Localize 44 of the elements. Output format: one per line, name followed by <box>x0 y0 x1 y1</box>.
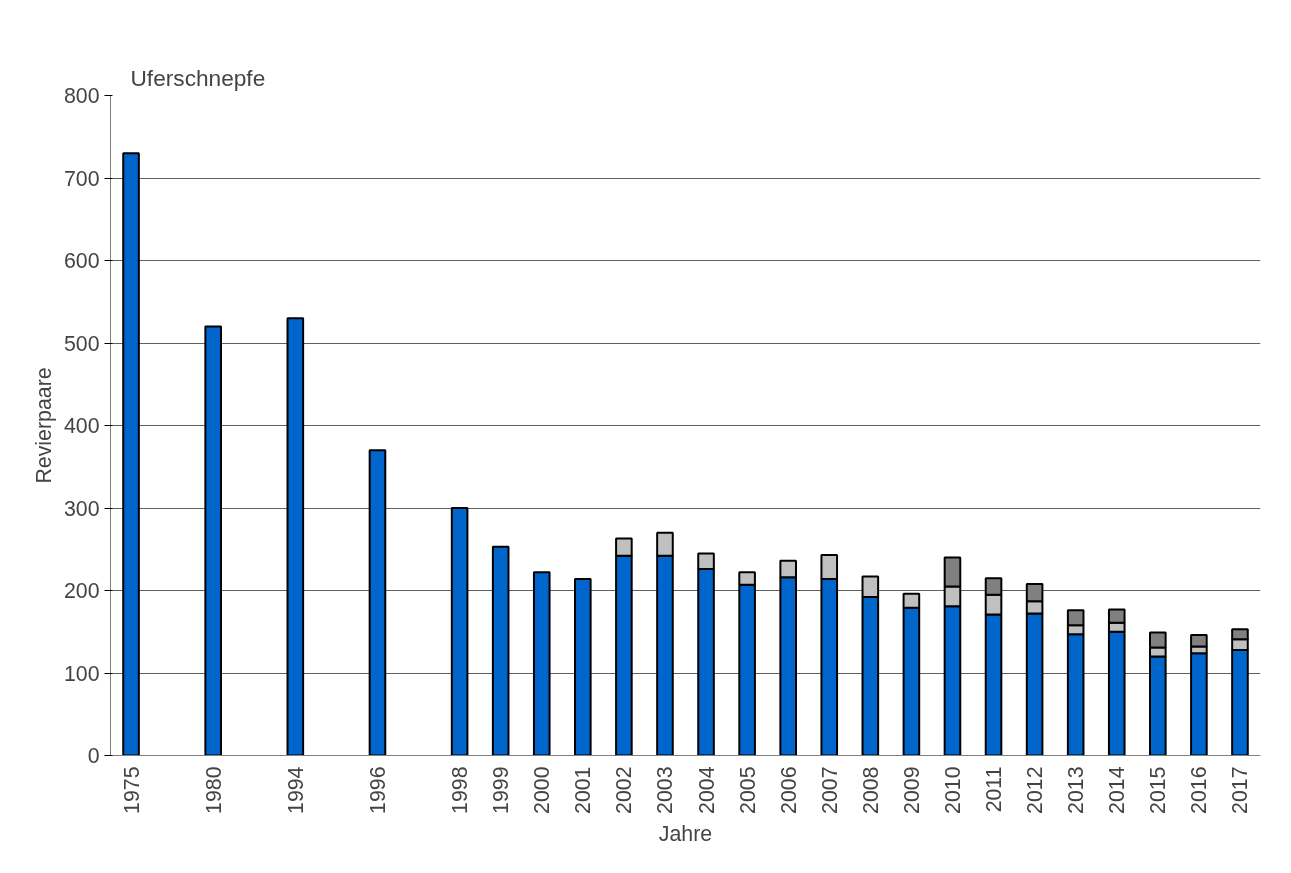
y-tick-label: 200 <box>63 579 100 603</box>
x-tick-label: 1975 <box>119 766 144 814</box>
x-tick-label: 2015 <box>1146 766 1171 814</box>
bar <box>286 317 305 756</box>
y-tick-label: 800 <box>63 84 100 108</box>
x-tick-label: 2004 <box>694 766 719 814</box>
bar <box>491 545 510 756</box>
bar <box>122 152 140 756</box>
y-tick-label: 400 <box>63 414 100 438</box>
x-tick-label: 1994 <box>283 766 308 814</box>
y-axis-title: Revierpaare <box>31 367 56 484</box>
x-tick-label: 2013 <box>1064 766 1089 814</box>
y-tick-label: 100 <box>63 661 100 686</box>
x-tick-label: 2003 <box>653 766 678 814</box>
x-tick-label: 2007 <box>817 766 842 814</box>
x-tick-label: 2002 <box>612 766 637 814</box>
bar <box>532 571 551 756</box>
x-tick-label: 1999 <box>489 766 514 814</box>
x-tick-label: 2006 <box>776 766 801 814</box>
bar <box>574 577 592 756</box>
bar <box>204 325 222 756</box>
y-tick-label: 300 <box>63 496 100 521</box>
x-axis-title: Jahre <box>658 821 713 846</box>
x-tick-label: 2017 <box>1228 766 1253 814</box>
bar <box>450 507 469 756</box>
bar <box>368 449 387 756</box>
y-tick-label: 0 <box>87 744 100 768</box>
x-tick-label: 2009 <box>899 766 924 814</box>
x-tick-label: 2010 <box>940 766 965 814</box>
x-tick-label: 2008 <box>858 766 883 814</box>
x-tick-label: 2016 <box>1187 766 1212 814</box>
x-tick-label: 2014 <box>1105 766 1130 814</box>
x-tick-label: 2000 <box>530 766 555 814</box>
x-tick-label: 1996 <box>365 766 390 814</box>
chart-title: Uferschnepfe <box>130 64 266 91</box>
x-tick-label: 2001 <box>571 766 596 814</box>
y-tick-label: 700 <box>63 166 100 191</box>
x-tick-label: 2005 <box>735 766 760 814</box>
y-tick-label: 500 <box>63 331 100 356</box>
x-tick-label: 2012 <box>1023 766 1048 814</box>
x-tick-label: 1998 <box>448 766 473 814</box>
x-tick-label: 1980 <box>201 766 226 814</box>
x-tick-label: 2011 <box>982 766 1007 813</box>
y-tick-label: 600 <box>63 249 100 273</box>
